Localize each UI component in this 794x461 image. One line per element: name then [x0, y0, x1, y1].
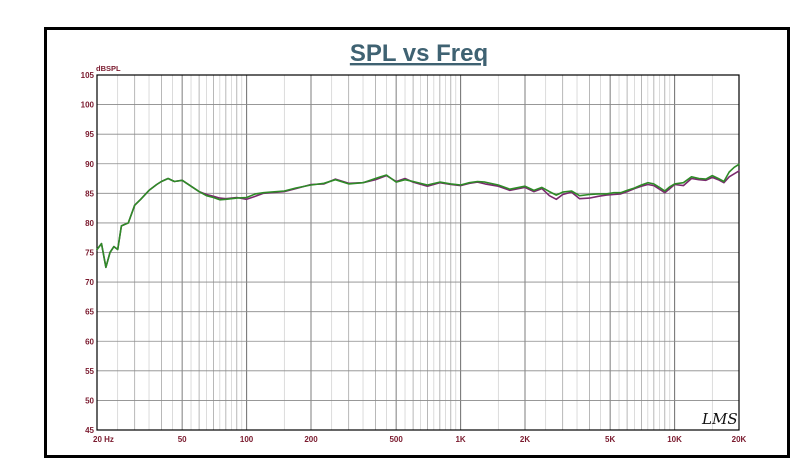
x-tick-label: 200 [304, 435, 318, 444]
grid [96, 74, 740, 431]
y-tick-label: 100 [81, 101, 95, 110]
y-tick-label: 80 [85, 219, 94, 228]
x-tick-label: 10K [667, 435, 682, 444]
chart-frame [44, 27, 790, 458]
series-line-2 [96, 163, 740, 269]
y-axis-label: dBSPL [96, 64, 121, 73]
y-tick-label: 70 [85, 278, 94, 287]
y-tick-label: 85 [85, 189, 94, 198]
x-tick-label: 20K [732, 435, 747, 444]
y-tick-label: 50 [85, 396, 94, 405]
y-tick-label: 65 [85, 308, 94, 317]
x-tick-label: 1K [455, 435, 465, 444]
y-tick-label: 75 [85, 249, 94, 258]
lms-watermark: LMS [701, 410, 738, 428]
y-tick-label: 90 [85, 160, 94, 169]
x-tick-label: 100 [240, 435, 254, 444]
y-tick-label: 95 [85, 130, 94, 139]
plot-area [96, 74, 740, 431]
chart-title: SPL vs Freq [350, 40, 488, 67]
x-tick-labels: 20 Hz 50 100 200 500 1K 2K 5K 10K 20K [93, 435, 747, 444]
y-tick-label: 55 [85, 367, 94, 376]
series-layer [96, 163, 740, 269]
x-tick-label: 500 [389, 435, 403, 444]
x-tick-label: 5K [605, 435, 615, 444]
x-tick-label: 2K [520, 435, 530, 444]
y-tick-label: 45 [85, 426, 94, 435]
y-tick-labels: 105 100 95 90 85 80 75 70 65 60 55 50 45 [81, 71, 95, 435]
y-tick-label: 105 [81, 71, 95, 80]
x-tick-label: 50 [178, 435, 187, 444]
y-tick-label: 60 [85, 337, 94, 346]
x-tick-label: 20 Hz [93, 435, 114, 444]
